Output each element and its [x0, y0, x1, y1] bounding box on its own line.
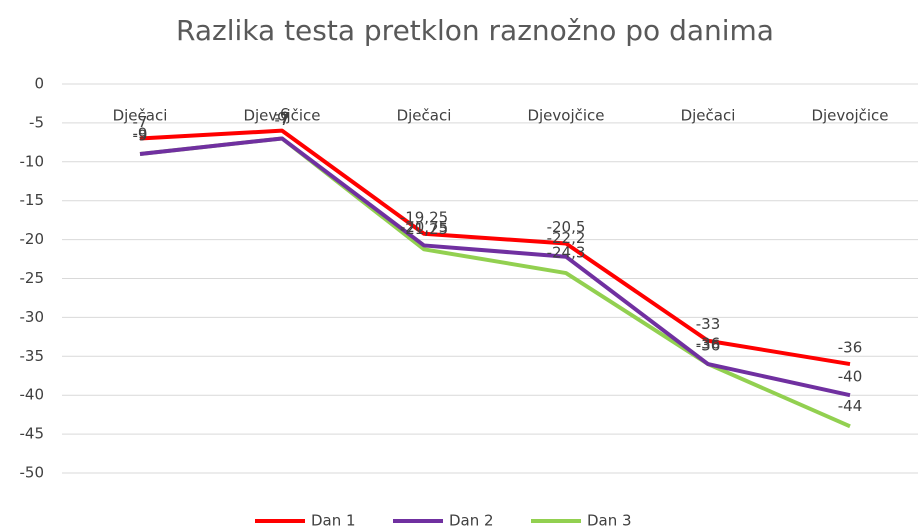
- data-label: -21,25: [400, 220, 448, 238]
- data-label: -44: [838, 397, 863, 415]
- x-tick-label: Djevojčice: [243, 107, 320, 125]
- data-label: -9: [133, 127, 148, 145]
- data-label: -36: [838, 339, 863, 357]
- y-tick-label: -10: [20, 152, 45, 170]
- y-tick-label: -40: [20, 386, 45, 404]
- y-tick-label: -15: [20, 191, 45, 209]
- data-label: -6: [275, 105, 290, 123]
- data-label: -20,5: [547, 218, 586, 236]
- data-label: -19,25: [400, 208, 448, 226]
- y-tick-label: 0: [34, 75, 44, 93]
- data-label: -22,2: [547, 229, 586, 247]
- legend-label: Dan 3: [587, 512, 632, 530]
- x-tick-label: Dječaci: [113, 107, 168, 125]
- data-label: -36: [696, 335, 721, 353]
- y-tick-label: -5: [29, 113, 44, 131]
- y-tick-label: -20: [20, 230, 45, 248]
- y-tick-label: -35: [20, 347, 45, 365]
- series-line: [139, 136, 851, 398]
- series-line: [139, 136, 851, 429]
- data-label: -9: [133, 125, 148, 143]
- data-label: -7: [275, 111, 290, 129]
- chart-title: Razlika testa pretklon raznožno po danim…: [176, 14, 774, 47]
- data-label: -7: [275, 109, 290, 127]
- y-tick-label: -30: [20, 308, 45, 326]
- data-label: -36: [696, 337, 721, 355]
- y-tick-label: -50: [20, 464, 45, 482]
- legend-label: Dan 2: [449, 512, 494, 530]
- data-label: -40: [838, 368, 863, 386]
- x-tick-label: Djevojčice: [811, 107, 888, 125]
- data-label: -33: [696, 315, 721, 333]
- x-tick-label: Dječaci: [681, 107, 736, 125]
- data-label: -20,75: [400, 218, 448, 236]
- legend-label: Dan 1: [311, 512, 356, 530]
- y-tick-label: -45: [20, 425, 45, 443]
- x-tick-label: Djevojčice: [527, 107, 604, 125]
- x-tick-label: Dječaci: [397, 107, 452, 125]
- y-tick-label: -25: [20, 269, 45, 287]
- data-label: -7: [133, 113, 148, 131]
- series-line: [139, 128, 851, 367]
- data-label: -24,3: [547, 244, 586, 262]
